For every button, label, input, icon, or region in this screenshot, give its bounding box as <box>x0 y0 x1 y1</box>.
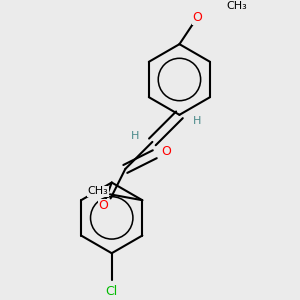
Text: H: H <box>130 131 139 141</box>
Text: CH₃: CH₃ <box>226 1 247 11</box>
Text: Cl: Cl <box>106 285 118 298</box>
Text: O: O <box>162 145 172 158</box>
Text: H: H <box>193 116 201 126</box>
Text: CH₃: CH₃ <box>88 186 109 197</box>
Text: O: O <box>98 199 108 212</box>
Text: O: O <box>192 11 202 24</box>
